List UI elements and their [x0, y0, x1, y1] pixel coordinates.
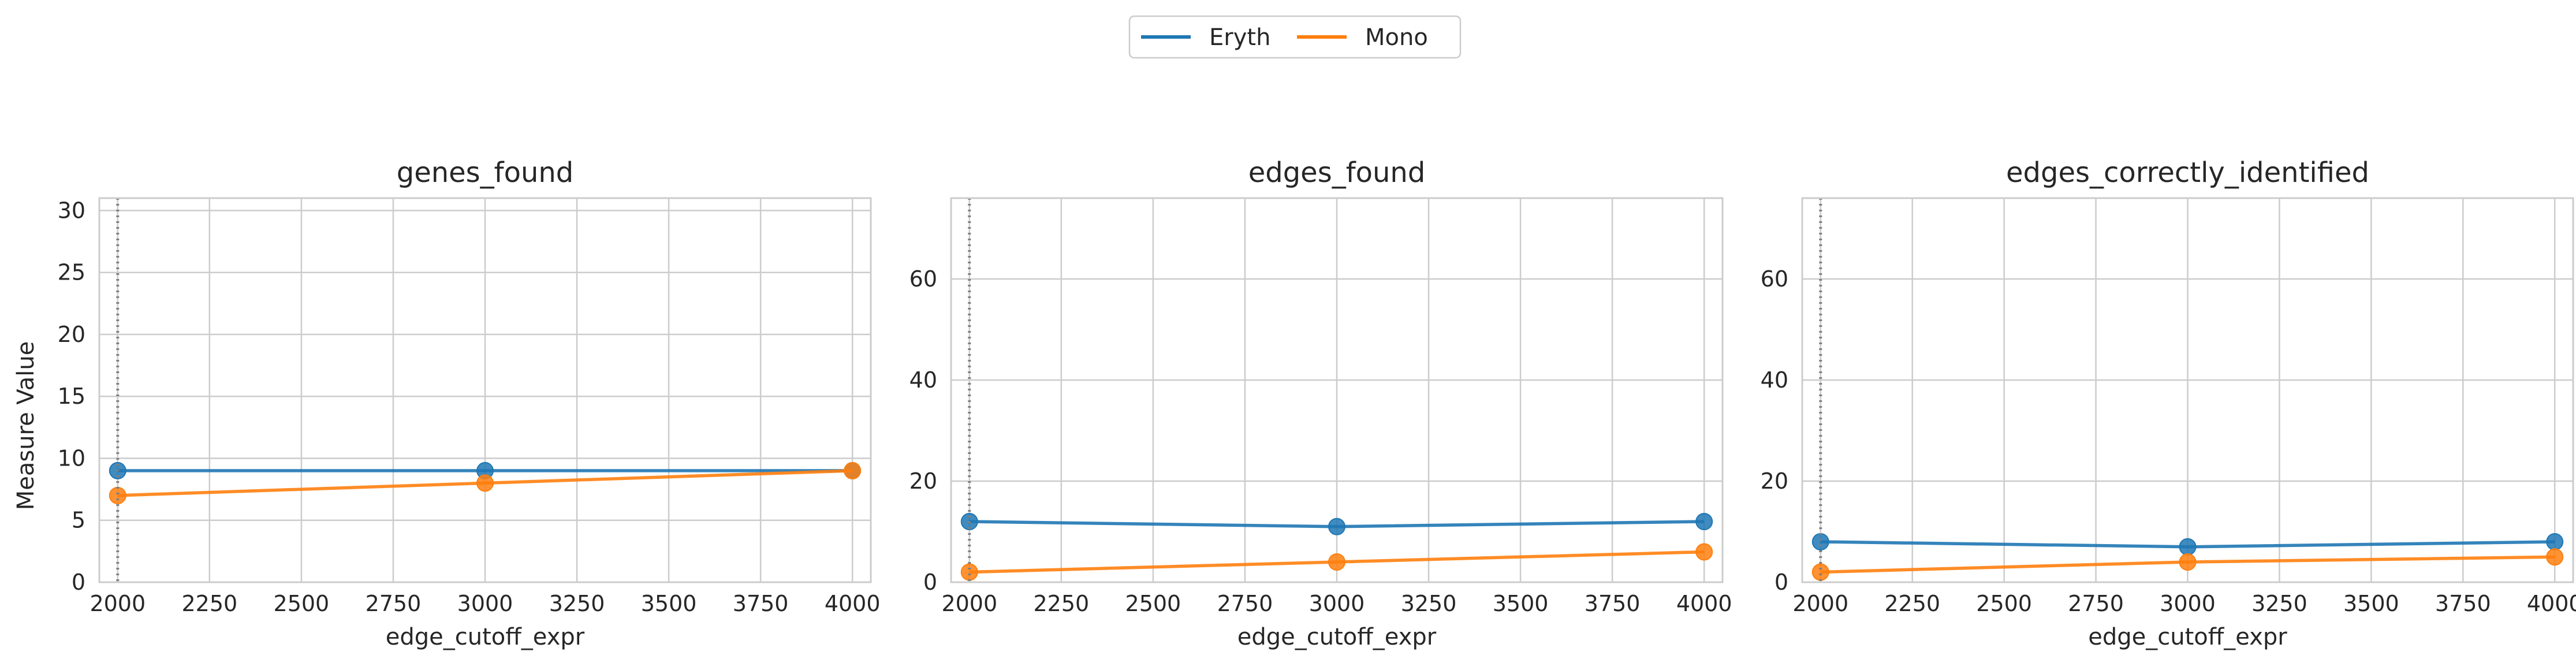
plot-frame [98, 197, 872, 583]
x-tick-label: 2000 [1792, 591, 1848, 616]
x-tick-label: 2250 [1033, 591, 1089, 616]
data-point-mono [844, 461, 862, 479]
plot-frame [950, 197, 1724, 583]
x-tick-label: 3000 [1309, 591, 1365, 616]
y-tick-label: 25 [58, 260, 85, 285]
legend-frame [1128, 15, 1462, 59]
legend-label: Eryth [1209, 24, 1270, 51]
y-tick-label: 60 [909, 266, 937, 292]
data-point-mono [2179, 553, 2197, 571]
data-point-eryth [2546, 533, 2564, 550]
chart-panel: 2000 2250 2500 2750 3000 3250 3500 3750 4000 0 20 4… [909, 157, 1732, 650]
data-point-mono [476, 474, 494, 492]
x-tick-label: 3500 [641, 591, 697, 616]
data-point-mono [1695, 543, 1713, 561]
x-axis-label: edge_cutoff_expr [386, 624, 585, 650]
y-tick-label: 0 [923, 570, 937, 595]
y-axis-label: Measure Value [13, 341, 39, 511]
x-tick-label: 2000 [90, 591, 146, 616]
x-tick-label: 2750 [366, 591, 422, 616]
x-axis-label: edge_cutoff_expr [2088, 624, 2287, 650]
x-tick-label: 2750 [1217, 591, 1273, 616]
x-tick-label: 2250 [1884, 591, 1940, 616]
plot-frame [1801, 197, 2574, 583]
x-tick-label: 3000 [2160, 591, 2216, 616]
data-point-mono [1328, 553, 1345, 571]
x-axis-label: edge_cutoff_expr [1237, 624, 1437, 650]
y-tick-label: 40 [1761, 367, 1788, 393]
y-tick-label: 20 [909, 468, 937, 494]
legend-label: Mono [1365, 24, 1428, 51]
data-point-mono [960, 563, 978, 581]
x-tick-label: 3250 [549, 591, 605, 616]
data-point-eryth [1328, 518, 1345, 535]
y-tick-label: 20 [1761, 468, 1788, 494]
y-tick-label: 30 [58, 198, 85, 223]
y-tick-label: 40 [909, 367, 937, 393]
data-point-eryth [2179, 538, 2197, 556]
x-tick-label: 2500 [274, 591, 330, 616]
data-point-eryth [1695, 513, 1713, 530]
x-tick-label: 4000 [2527, 591, 2576, 616]
y-tick-label: 60 [1761, 266, 1788, 292]
panels: 2000 2250 2500 2750 3000 3250 3500 3750 40000510… [58, 157, 2576, 650]
x-tick-label: 2500 [1976, 591, 2032, 616]
x-tick-label: 2750 [2068, 591, 2124, 616]
x-tick-label: 3750 [733, 591, 789, 616]
x-tick-label: 3000 [457, 591, 513, 616]
y-tick-label: 20 [58, 322, 85, 347]
legend: Eryth Mono [1128, 15, 1462, 59]
x-tick-label: 3250 [1401, 591, 1457, 616]
x-tick-label: 4000 [825, 591, 881, 616]
x-tick-label: 2000 [941, 591, 997, 616]
chart-panel: 2000 2250 2500 2750 3000 3250 3500 3750 4000 0 20 4… [1761, 157, 2576, 650]
y-tick-label: 10 [58, 445, 85, 471]
y-tick-label: 0 [1775, 570, 1788, 595]
x-tick-label: 3500 [2343, 591, 2399, 616]
x-tick-label: 3500 [1493, 591, 1549, 616]
x-tick-label: 3750 [2435, 591, 2491, 616]
x-tick-label: 2500 [1125, 591, 1181, 616]
x-tick-label: 3250 [2251, 591, 2307, 616]
data-point-mono [2546, 548, 2564, 566]
data-point-mono [109, 486, 126, 504]
x-tick-label: 4000 [1676, 591, 1732, 616]
y-tick-label: 5 [72, 508, 85, 533]
data-point-eryth [1811, 533, 1829, 550]
y-tick-label: 15 [58, 384, 85, 409]
chart-title: edges_correctly_identified [2006, 157, 2369, 189]
x-tick-label: 3750 [1585, 591, 1641, 616]
y-tick-label: 0 [72, 570, 85, 595]
x-tick-label: 2250 [181, 591, 237, 616]
data-point-mono [1811, 563, 1829, 581]
chart-panel: 2000 2250 2500 2750 3000 3250 3500 3750 4000 0 5 10… [58, 157, 881, 650]
chart-title: genes_found [397, 157, 574, 189]
chart-title: edges_found [1248, 157, 1426, 189]
